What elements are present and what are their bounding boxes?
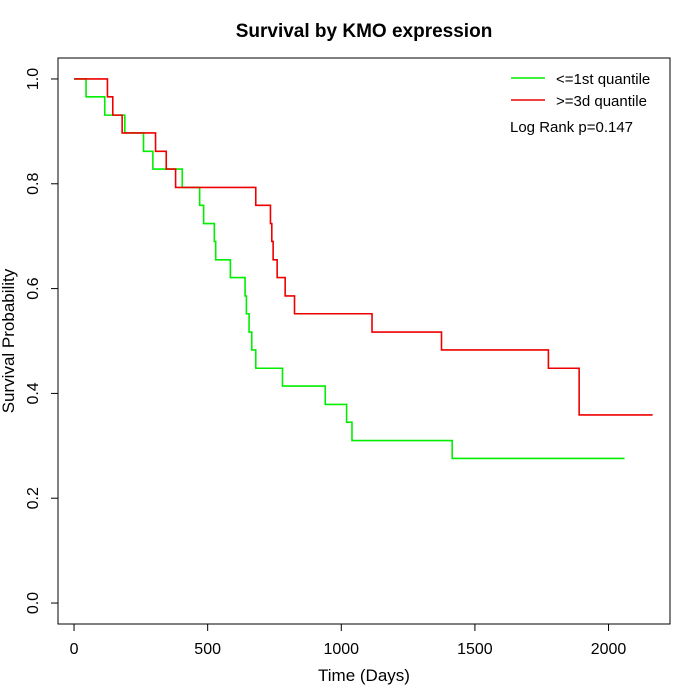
y-tick-label: 0.6	[25, 277, 42, 299]
x-axis: 0 500 1000 1500 2000	[70, 623, 627, 658]
y-tick-label: 0.8	[25, 173, 42, 195]
x-tick-label: 2000	[591, 641, 627, 658]
x-tick-label: 1000	[323, 641, 359, 658]
x-axis-label: Time (Days)	[318, 666, 410, 685]
y-axis-label: Survival Probability	[0, 268, 18, 413]
log-rank-annotation: Log Rank p=0.147	[510, 119, 633, 136]
x-tick-label: 1500	[457, 641, 493, 658]
survival-curve-high	[74, 78, 653, 416]
survival-curves	[74, 78, 653, 460]
x-tick-label: 500	[194, 641, 221, 658]
y-tick-label: 0.2	[25, 487, 42, 509]
legend-label-high: >=3d quantile	[556, 93, 647, 110]
y-tick-label: 0.0	[25, 592, 42, 614]
survival-curve-low	[74, 78, 625, 460]
legend-label-low: <=1st quantile	[556, 71, 650, 88]
x-tick-label: 0	[70, 641, 79, 658]
y-tick-label: 0.4	[25, 382, 42, 404]
plot-frame	[57, 57, 671, 625]
y-axis: 0.0 0.2 0.4 0.6 0.8 1.0	[25, 68, 59, 614]
chart-title: Survival by KMO expression	[236, 21, 493, 42]
legend: <=1st quantile >=3d quantile	[511, 71, 650, 110]
y-tick-label: 1.0	[25, 68, 42, 90]
